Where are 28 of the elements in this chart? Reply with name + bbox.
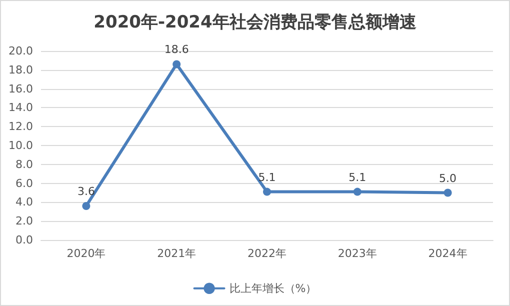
y-tick-label: 4.0: [16, 196, 33, 209]
point: [82, 202, 90, 210]
y-tick-label: 2.0: [16, 214, 33, 228]
y-tick-label: 16.0: [8, 82, 33, 96]
y-tick-label: 12.0: [8, 120, 33, 134]
chart-title: 2020年-2024年社会消费品零售总额增速: [94, 12, 416, 32]
text: 5.1: [258, 170, 276, 184]
point: [263, 188, 271, 196]
text: 5.0: [439, 172, 457, 185]
text: 18.6: [164, 43, 189, 56]
point: [444, 188, 452, 197]
point: [172, 60, 181, 68]
text: 5.1: [348, 170, 366, 184]
y-tick-label: 20.0: [8, 44, 33, 58]
x-tick-label: 2022年: [248, 247, 286, 260]
x-tick-label: 2024年: [428, 247, 468, 260]
y-tick-label: 8.0: [16, 158, 33, 171]
y-tick-label: 6.0: [16, 176, 33, 190]
y-tick-label: 18.0: [8, 63, 33, 76]
x-tick-label: 2023年: [338, 247, 377, 260]
x-tick-label: 2021年: [157, 247, 196, 260]
legend-label: 比上年增长（%）: [229, 282, 317, 295]
text: 3.6: [77, 184, 95, 198]
y-tick-label: 0.0: [16, 234, 33, 246]
point: [353, 188, 362, 196]
x-tick-label: 2020年: [66, 247, 106, 260]
y-tick-label: 10.0: [8, 139, 33, 152]
y-tick-label: 14.0: [8, 101, 33, 114]
